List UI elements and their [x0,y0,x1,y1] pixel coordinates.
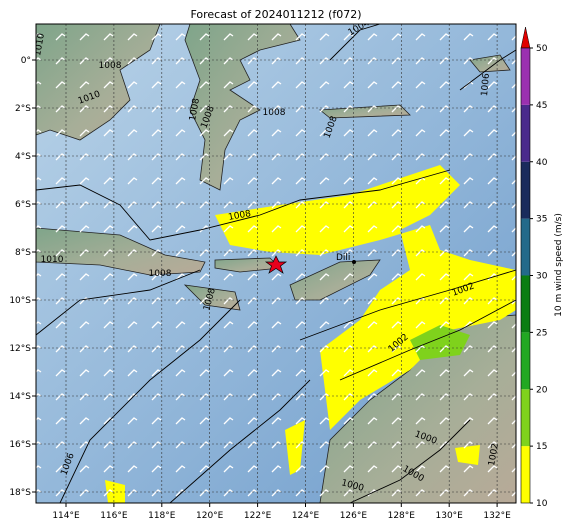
y-tick-label: 2°S [15,104,31,114]
x-tick-label: 120°E [196,511,224,521]
y-tick-label: 6°S [15,200,31,210]
contour-label: 1008 [188,97,202,122]
colorbar-label: 10 m wind speed (m/s) [554,213,564,317]
x-tick-label: 114°E [52,511,80,521]
y-tick-label: 14°S [9,392,31,402]
colorbar-segment [521,48,530,105]
contour-label: 1006 [480,73,492,97]
title: Forecast of 2024011212 (f072) [190,8,361,21]
map-frame [35,23,517,504]
x-tick-label: 126°E [340,511,368,521]
colorbar-tick-label: 35 [536,215,547,225]
axes: 114°E 116°E 118°E 120°E 122°E 124°E 126°E 128°E… [9,56,511,521]
star-marker [264,255,288,274]
city-dot [352,260,356,264]
colorbar-tick-label: 40 [536,158,548,168]
x-tick-label: 118°E [148,511,176,521]
y-tick-label: 4°S [15,152,31,162]
y-tick-label: 0° [21,56,31,66]
y-tick-label: 12°S [9,344,31,354]
x-tick-label: 124°E [292,511,320,521]
y-tick-label: 8°S [15,248,31,258]
colorbar-tick-label: 25 [536,328,547,338]
contour-label: 1008 [99,61,122,71]
contour-label: 1008 [263,108,286,118]
y-tick-label: 18°S [9,488,31,498]
contour-label: 1002 [487,443,501,467]
colorbar-segment [521,389,530,447]
colorbar-tick-label: 45 [536,101,547,111]
x-tick-label: 128°E [388,511,416,521]
isobars [36,24,516,503]
colorbar-segment [521,332,530,390]
contour-label: 1008 [228,209,253,223]
x-tick-label: 122°E [244,511,272,521]
contour-label: 1010 [41,255,64,265]
colorbar-segment [521,161,530,219]
colorbar-tick-label: 10 [536,499,548,509]
colorbar-segment [521,275,530,333]
graticule [36,24,516,503]
colorbar-tick-label: 50 [536,44,548,54]
contour-label: 1010 [33,32,47,57]
colorbar-frame [520,47,531,504]
colorbar-extend [520,26,531,49]
city-label: Dili [336,253,350,263]
colorbar: 10 15 20 25 30 35 40 45 50 [520,26,548,509]
colorbar-segment [521,104,530,162]
x-tick-label: 116°E [100,511,128,521]
colorbar-tick-label: 30 [536,272,548,282]
colorbar-segment [521,218,530,276]
y-tick-label: 10°S [9,296,31,306]
y-tick-label: 16°S [9,440,31,450]
contour-label: 1008 [149,269,172,279]
colorbar-segment [521,446,530,503]
colorbar-tick-label: 15 [536,442,547,452]
x-tick-label: 130°E [436,511,464,521]
colorbar-tick-label: 20 [536,385,548,395]
x-tick-label: 132°E [483,511,511,521]
